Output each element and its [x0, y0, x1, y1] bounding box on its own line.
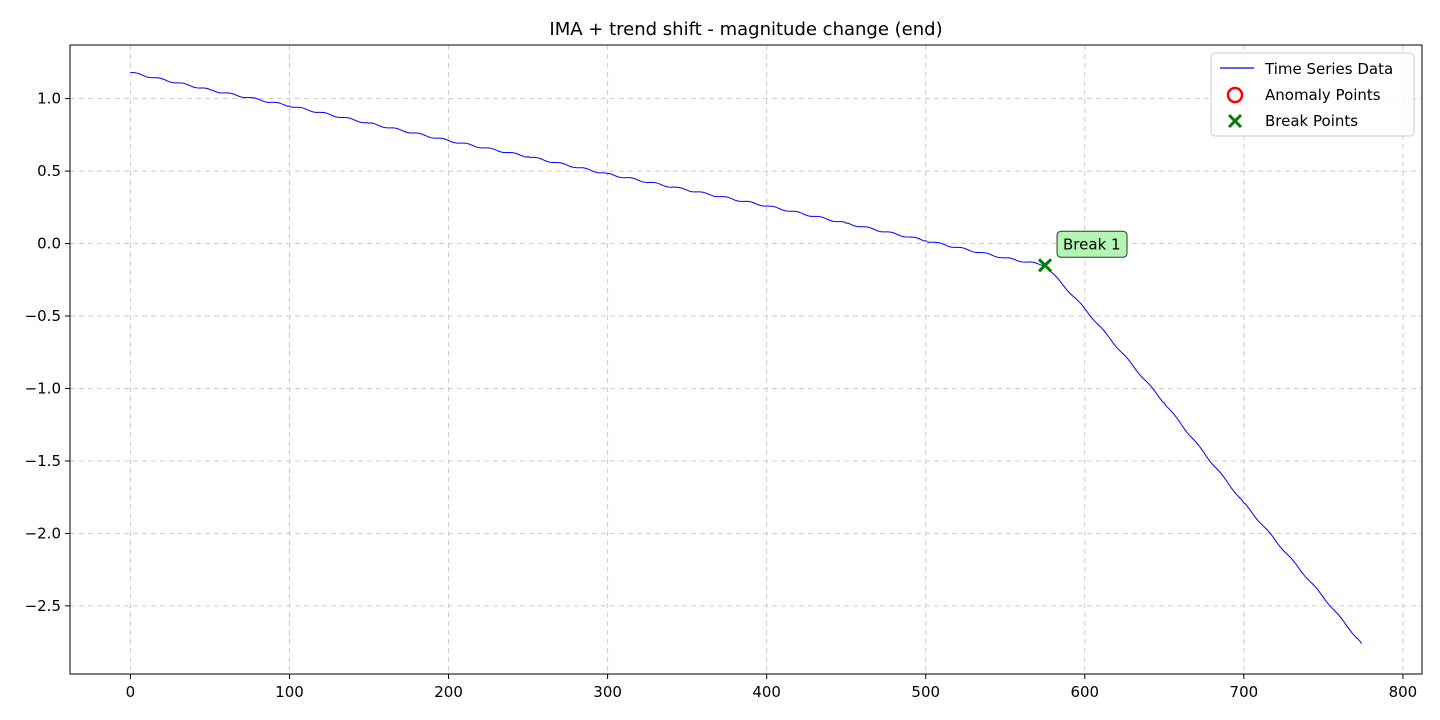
y-tick-label: −1.0 — [25, 379, 61, 397]
y-tick-label: −2.5 — [25, 597, 61, 615]
x-tick-label: 800 — [1389, 683, 1418, 701]
legend-box — [1210, 52, 1415, 137]
y-tick-label: 0.5 — [37, 162, 61, 180]
break-point-marker — [1037, 258, 1053, 273]
legend-entry-series: Time Series Data — [1264, 60, 1393, 78]
chart-title: IMA + trend shift - magnitude change (en… — [549, 19, 942, 40]
y-tick-label: −2.0 — [25, 524, 61, 542]
x-tick-label: 200 — [434, 683, 463, 701]
series-line — [130, 72, 1362, 644]
x-tick-label: 600 — [1070, 683, 1099, 701]
y-tick-label: −1.5 — [25, 452, 61, 470]
grid — [70, 45, 1422, 674]
legend-break-stroke — [1227, 113, 1243, 129]
plot-area — [130, 72, 1362, 644]
legend-entry-break: Break Points — [1265, 112, 1358, 130]
break-point-label-box — [1056, 230, 1128, 258]
legend: Time Series Data Anomaly Points Break Po… — [1210, 52, 1415, 137]
legend-entry-anomaly: Anomaly Points — [1265, 86, 1381, 104]
y-tick-label: 1.0 — [37, 90, 61, 108]
x-tick-label: 700 — [1230, 683, 1259, 701]
y-tick-label: 0.0 — [37, 235, 61, 253]
x-tick-label: 300 — [593, 683, 622, 701]
y-axis: 1.0 0.5 0.0 −0.5 −1.0 −1.5 −2.0 −2.5 — [25, 90, 70, 615]
legend-anomaly-icon — [1226, 86, 1244, 104]
break-point-stroke — [1037, 258, 1053, 273]
break-point-label-text: Break 1 — [1063, 235, 1121, 253]
annotations: Break 1 — [1056, 230, 1128, 258]
plot-frame — [69, 44, 1423, 675]
x-tick-label: 500 — [911, 683, 940, 701]
break-point-label: Break 1 — [1056, 230, 1128, 258]
y-tick-label: −0.5 — [25, 307, 61, 325]
x-axis: 0 100 200 300 400 500 600 700 800 — [126, 674, 1418, 701]
x-tick-label: 0 — [126, 683, 136, 701]
legend-break-icon — [1227, 113, 1243, 129]
x-tick-label: 100 — [275, 683, 304, 701]
x-tick-label: 400 — [752, 683, 781, 701]
